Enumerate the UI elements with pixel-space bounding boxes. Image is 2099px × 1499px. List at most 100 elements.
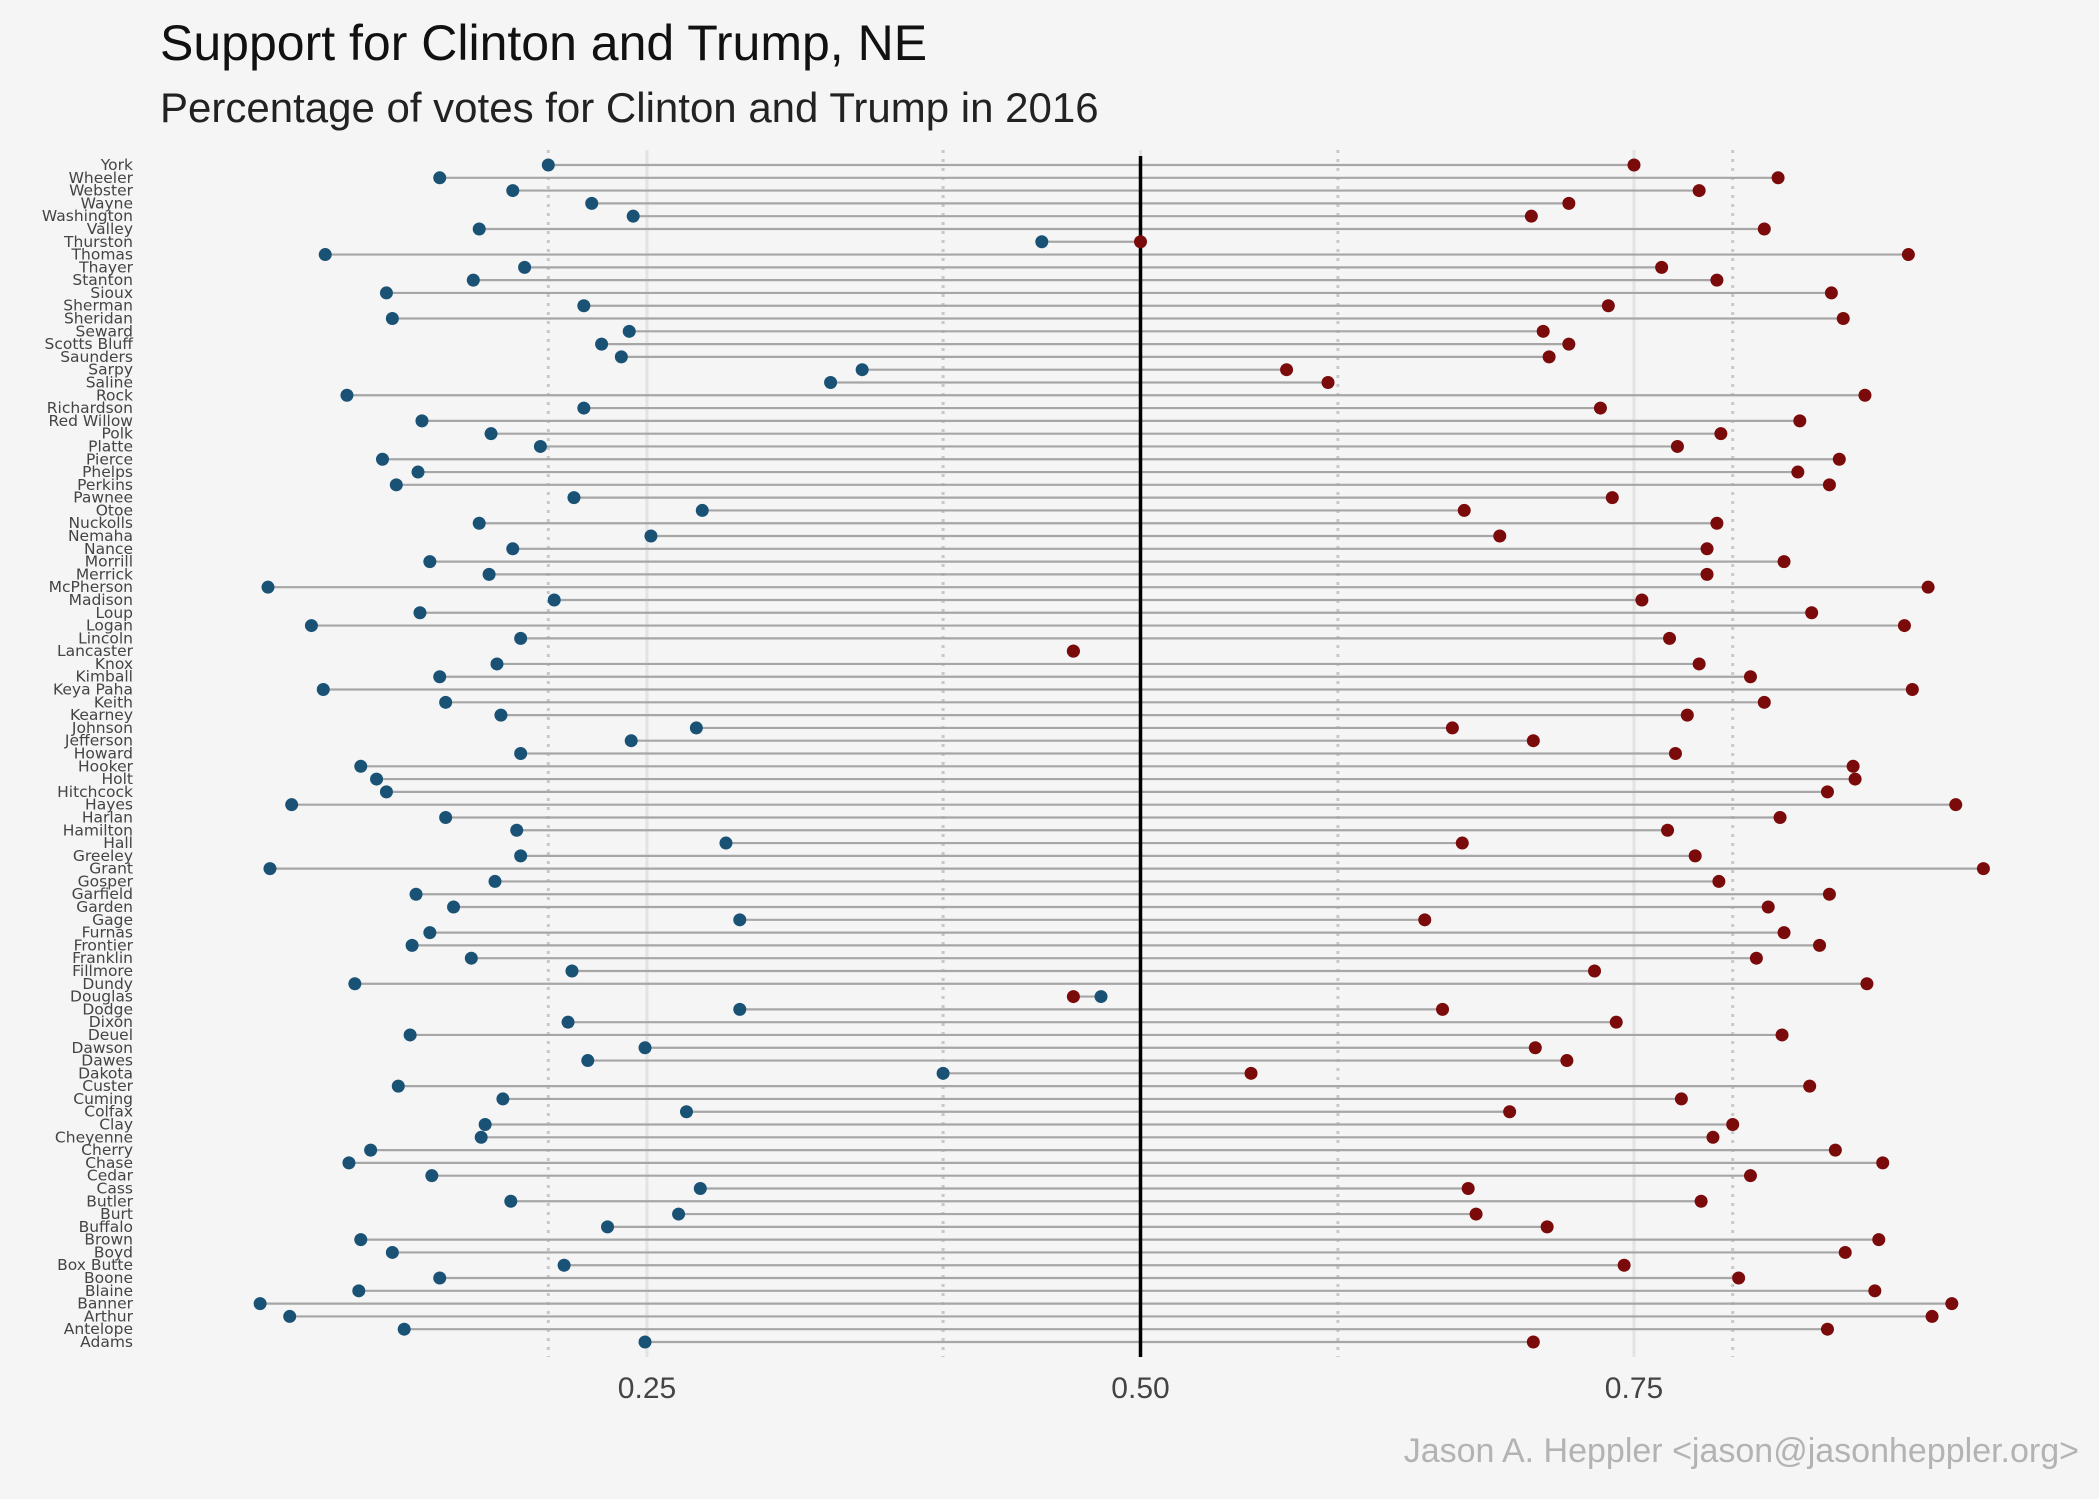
trump-point-dixon <box>1609 1015 1623 1029</box>
clinton-point-dawson <box>638 1041 652 1055</box>
clinton-point-scotts-bluff <box>595 337 609 351</box>
trump-point-buffalo <box>1540 1220 1554 1234</box>
clinton-point-butler <box>504 1194 518 1208</box>
trump-point-banner <box>1945 1297 1959 1311</box>
clinton-point-saunders <box>614 350 628 364</box>
trump-point-boyd <box>1838 1245 1852 1259</box>
trump-point-nuckolls <box>1710 516 1724 530</box>
trump-point-pierce <box>1832 452 1846 466</box>
trump-point-saunders <box>1542 350 1556 364</box>
clinton-point-banner <box>253 1297 267 1311</box>
trump-point-dundy <box>1860 977 1874 991</box>
trump-point-seward <box>1536 324 1550 338</box>
trump-point-perkins <box>1822 478 1836 492</box>
trump-point-colfax <box>1503 1105 1517 1119</box>
trump-point-red-willow <box>1793 414 1807 428</box>
county-label-otoe: Otoe <box>96 501 133 519</box>
county-label-burt: Burt <box>100 1205 133 1223</box>
clinton-point-perkins <box>389 478 403 492</box>
county-label-washington: Washington <box>42 207 133 225</box>
clinton-point-valley <box>472 222 486 236</box>
clinton-point-dawes <box>581 1054 595 1068</box>
county-label-thayer: Thayer <box>78 258 133 276</box>
trump-point-butler <box>1694 1194 1708 1208</box>
county-label-pawnee: Pawnee <box>73 489 133 507</box>
county-label-greeley: Greeley <box>73 847 133 865</box>
clinton-point-deuel <box>403 1028 417 1042</box>
county-label-hitchcock: Hitchcock <box>57 783 133 801</box>
county-label-valley: Valley <box>87 220 133 238</box>
county-label-brown: Brown <box>84 1231 133 1249</box>
county-label-loup: Loup <box>95 604 133 622</box>
trump-point-gosper <box>1712 874 1726 888</box>
trump-point-wheeler <box>1771 171 1785 185</box>
clinton-point-dodge <box>733 1002 747 1016</box>
clinton-point-lincoln <box>514 631 528 645</box>
trump-point-sheridan <box>1836 312 1850 326</box>
county-label-gosper: Gosper <box>78 872 134 890</box>
county-label-dundy: Dundy <box>82 975 133 993</box>
trump-point-cass <box>1461 1181 1475 1195</box>
trump-point-garfield <box>1822 887 1836 901</box>
county-label-lancaster: Lancaster <box>57 642 134 660</box>
county-label-saunders: Saunders <box>60 348 133 366</box>
county-label-red-willow: Red Willow <box>49 412 134 430</box>
clinton-point-sheridan <box>385 312 399 326</box>
clinton-point-garfield <box>409 887 423 901</box>
clinton-point-garden <box>447 900 461 914</box>
dumbbell-segments <box>260 163 1984 1344</box>
clinton-point-pawnee <box>567 491 581 505</box>
clinton-point-nance <box>506 542 520 556</box>
clinton-point-polk <box>484 427 498 441</box>
county-label-phelps: Phelps <box>82 463 133 481</box>
county-label-pierce: Pierce <box>86 450 133 468</box>
county-label-dixon: Dixon <box>89 1013 133 1031</box>
trump-point-holt <box>1848 772 1862 786</box>
clinton-point-antelope <box>397 1322 411 1336</box>
county-label-morrill: Morrill <box>85 553 133 571</box>
trump-point-arthur <box>1925 1309 1939 1323</box>
clinton-point-phelps <box>411 465 425 479</box>
clinton-point-furnas <box>423 926 437 940</box>
county-label-fillmore: Fillmore <box>72 962 133 980</box>
clinton-point-mcpherson <box>261 580 275 594</box>
trump-point-otoe <box>1457 503 1471 517</box>
trump-point-wayne <box>1562 196 1576 210</box>
trump-point-rock <box>1858 388 1872 402</box>
county-label-york: York <box>100 156 133 174</box>
county-label-thomas: Thomas <box>71 246 133 264</box>
county-label-polk: Polk <box>101 425 133 443</box>
trump-point-kimball <box>1743 670 1757 684</box>
clinton-point-box-butte <box>557 1258 571 1272</box>
clinton-point-cedar <box>425 1169 439 1183</box>
trump-point-polk <box>1714 427 1728 441</box>
clinton-point-arthur <box>283 1309 297 1323</box>
county-label-johnson: Johnson <box>71 719 133 737</box>
clinton-point-red-willow <box>415 414 429 428</box>
clinton-point-stanton <box>466 273 480 287</box>
county-label-clay: Clay <box>99 1116 133 1134</box>
trump-point-cheyenne <box>1706 1130 1720 1144</box>
trump-point-keith <box>1757 695 1771 709</box>
county-label-holt: Holt <box>101 770 133 788</box>
county-label-keith: Keith <box>94 693 133 711</box>
trump-point-clay <box>1726 1118 1740 1132</box>
clinton-point-platte <box>533 439 547 453</box>
clinton-point-hall <box>719 836 733 850</box>
county-label-blaine: Blaine <box>85 1282 133 1300</box>
county-label-sherman: Sherman <box>63 297 133 315</box>
clinton-point-york <box>541 158 555 172</box>
county-label-wayne: Wayne <box>81 194 133 212</box>
county-labels: YorkWheelerWebsterWayneWashingtonValleyT… <box>42 156 134 1351</box>
trump-point-kearney <box>1680 708 1694 722</box>
trump-point-saline <box>1321 375 1335 389</box>
trump-point-antelope <box>1820 1322 1834 1336</box>
clinton-point-blaine <box>352 1284 366 1298</box>
county-label-jefferson: Jefferson <box>64 732 133 750</box>
county-label-grant: Grant <box>89 860 133 878</box>
trump-point-york <box>1627 158 1641 172</box>
trump-point-platte <box>1670 439 1684 453</box>
clinton-point-kearney <box>494 708 508 722</box>
clinton-point-loup <box>413 606 427 620</box>
trump-point-hayes <box>1949 798 1963 812</box>
